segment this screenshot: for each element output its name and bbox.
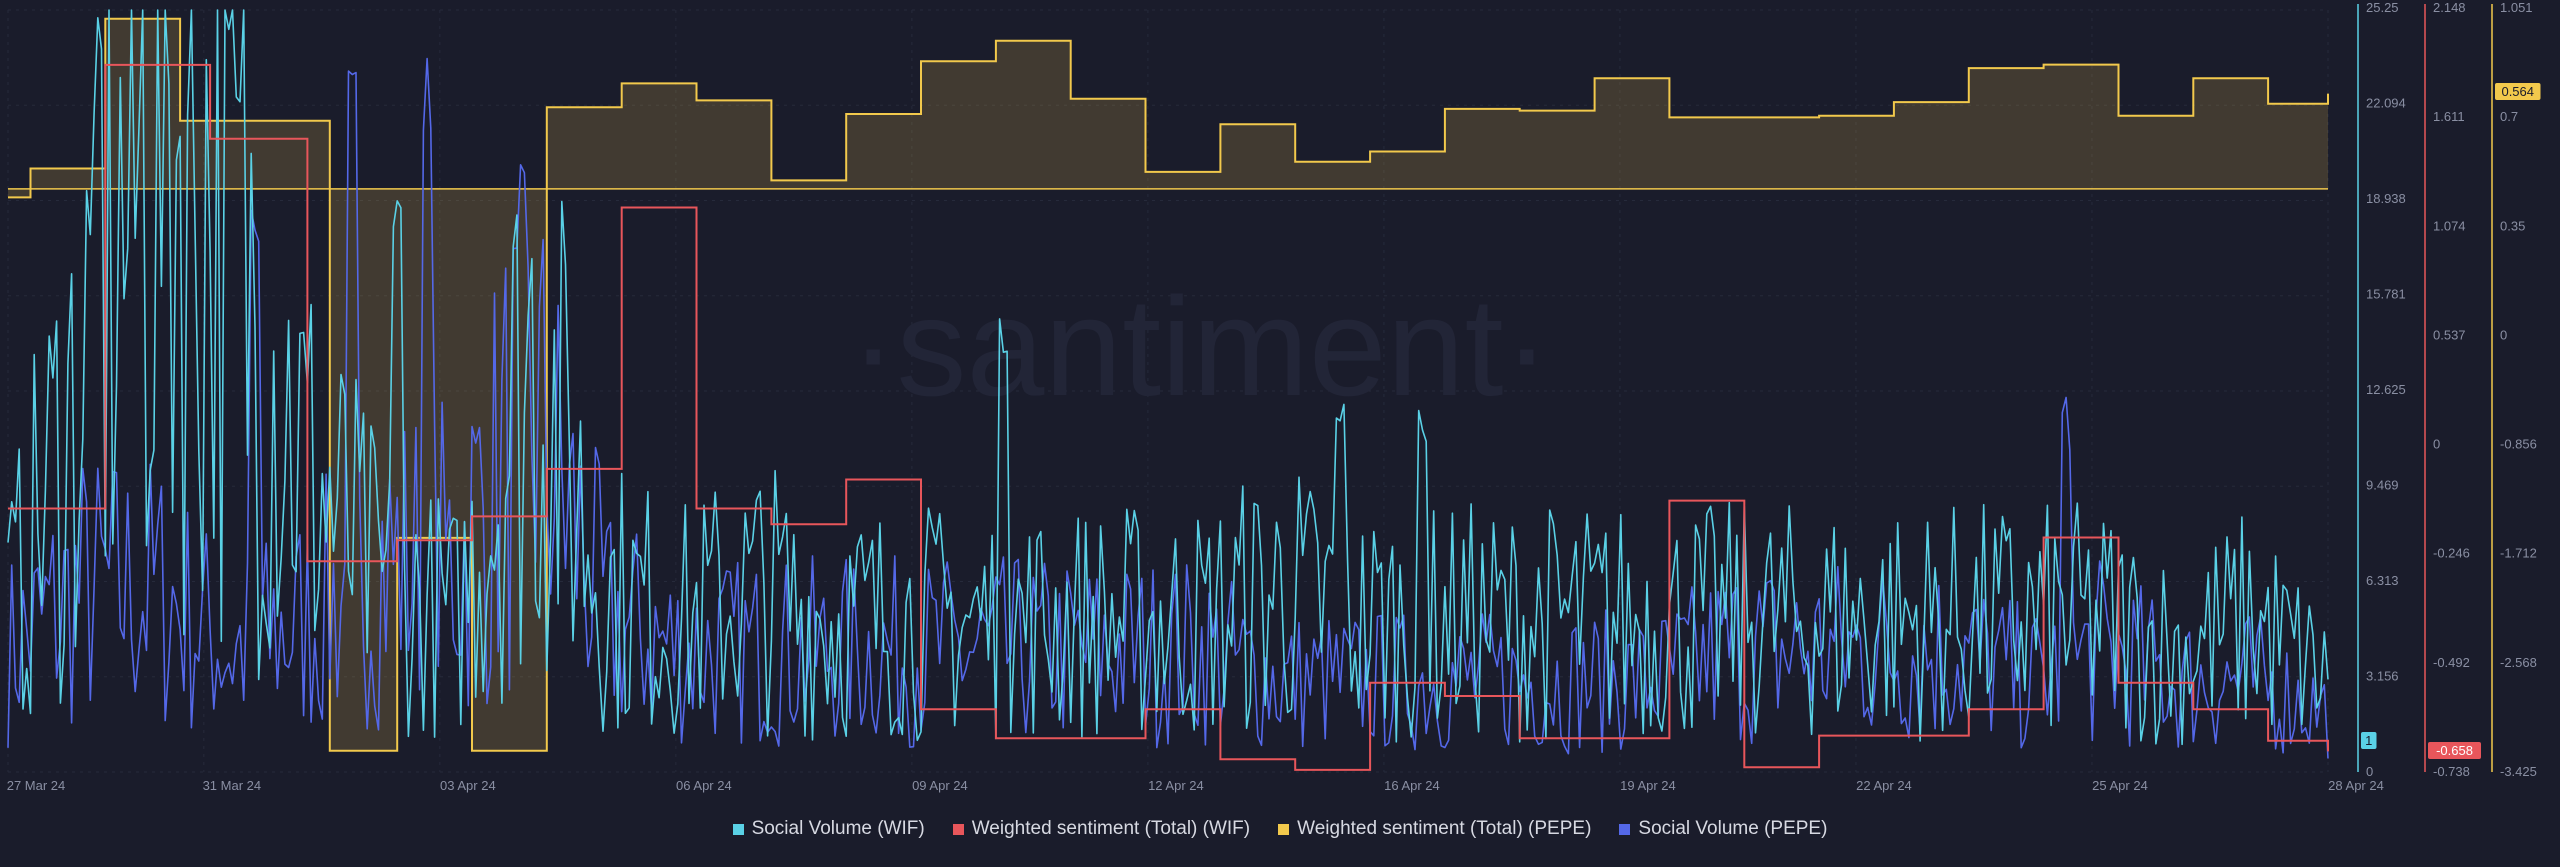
y-tick-label-sentiment_pepe: 0.7 [2500,109,2518,124]
y-tick-label-sentiment_wif: -0.246 [2433,546,2470,561]
legend-swatch [952,823,964,835]
legend-swatch [1278,823,1290,835]
y-tick-label-sentiment_pepe: 0.35 [2500,218,2525,233]
x-tick-label: 19 Apr 24 [1620,778,1676,793]
series-sentiment-wif [8,63,2329,771]
legend-item[interactable]: Weighted sentiment (Total) (PEPE) [1278,818,1591,840]
y-tick-label-sentiment_wif: 0.537 [2433,327,2466,342]
x-tick-label: 06 Apr 24 [676,778,732,793]
series-sentiment-pepe-area [8,18,2328,751]
legend-label: Weighted sentiment (Total) (WIF) [971,818,1251,839]
x-tick-label: 03 Apr 24 [440,778,496,793]
series-social-volume-pepe [7,57,2329,759]
y-tick-label-sentiment_pepe: -3.425 [2500,764,2537,779]
y-tick-label-sentiment_wif: 1.611 [2433,109,2465,124]
series-social-volume-wif [7,9,2329,746]
x-tick-label: 25 Apr 24 [2092,778,2148,793]
y-tick-label-sentiment_wif: -0.738 [2433,764,2470,779]
badge-wif-volume: 1 [2365,733,2372,748]
y-tick-label-sentiment_pepe: 0 [2500,327,2507,342]
badge-sentiment-wif-bg [2428,742,2481,759]
y-tick-label-social_volume_wif: 12.625 [2366,382,2406,397]
watermark: ·santiment· [850,268,1550,425]
y-tick-label-social_volume_wif: 6.313 [2366,573,2399,588]
y-tick-label-social_volume_wif: 0 [2366,764,2373,779]
axes: 27 Mar 24 31 Mar 24 03 Apr 24 06 Apr 24 09 A… [7,0,2541,793]
y-tick-label-sentiment_pepe: -1.712 [2500,546,2537,561]
x-tick-label: 28 Apr 24 [2328,778,2384,793]
badge-wif-volume-bg [2361,732,2377,749]
y-tick-label-social_volume_wif: 22.094 [2366,96,2406,111]
y-tick-label-social_volume_wif: 25.25 [2366,0,2399,15]
y-tick-label-social_volume_wif: 18.938 [2366,191,2406,206]
y-tick-label-sentiment_pepe: -2.568 [2500,655,2537,670]
series-sentiment-pepe [8,17,2329,752]
legend-label: Social Volume (PEPE) [1638,818,1828,839]
legend-item[interactable]: Weighted sentiment (Total) (WIF) [952,818,1251,840]
y-tick-label-social_volume_wif: 3.156 [2366,669,2399,684]
x-tick-label: 12 Apr 24 [1148,778,1204,793]
legend-item[interactable]: Social Volume (WIF) [732,818,925,840]
y-tick-label-sentiment_wif: -0.492 [2433,655,2470,670]
legend-swatch [732,823,744,835]
series-layer [7,9,2329,771]
badge-sentiment-pepe-bg [2495,83,2541,100]
y-tick-label-social_volume_wif: 15.781 [2366,287,2406,302]
x-tick-label: 09 Apr 24 [912,778,968,793]
x-tick-label: 27 Mar 24 [7,778,66,793]
y-tick-label-sentiment_wif: 1.074 [2433,218,2466,233]
badge-sentiment-pepe: 0.564 [2501,84,2534,99]
legend-swatch [1619,823,1631,835]
legend-label: Weighted sentiment (Total) (PEPE) [1297,818,1592,839]
y-tick-label-social_volume_wif: 9.469 [2366,478,2399,493]
y-tick-label-sentiment_wif: 0 [2433,437,2440,452]
y-tick-label-sentiment_pepe: -0.856 [2500,437,2537,452]
legend: Social Volume (WIF) Weighted sentiment (T… [0,818,2560,840]
y-tick-label-sentiment_wif: 2.148 [2433,0,2466,15]
badge-sentiment-wif: -0.658 [2436,743,2473,758]
y-tick-label-sentiment_pepe: 1.051 [2500,0,2533,15]
x-tick-label: 22 Apr 24 [1856,778,1912,793]
x-tick-label: 31 Mar 24 [203,778,262,793]
x-tick-label: 16 Apr 24 [1384,778,1440,793]
legend-label: Social Volume (WIF) [751,818,925,839]
legend-item[interactable]: Social Volume (PEPE) [1619,818,1827,840]
